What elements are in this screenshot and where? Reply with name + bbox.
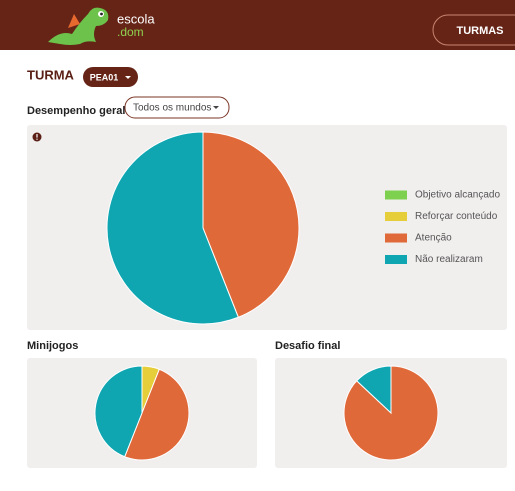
info-dot <box>36 139 37 140</box>
section-title: Minijogos <box>27 340 78 352</box>
section-title: Desempenho geral <box>27 105 125 117</box>
legend-swatch <box>385 191 407 200</box>
dragon-pupil <box>100 13 103 16</box>
app: escola .dom TURMAS TURMA PEA01 Desempenh… <box>0 0 515 491</box>
nav-button-label: TURMAS <box>456 25 503 37</box>
dropdown-value: PEA01 <box>90 72 119 82</box>
dropdown-value: Todos os mundos <box>133 103 211 114</box>
section-title: Desafio final <box>275 340 340 352</box>
turma-label: TURMA <box>27 67 75 82</box>
info-mark <box>36 134 37 138</box>
logo-suffix: .dom <box>117 25 144 39</box>
legend-swatch <box>385 212 407 221</box>
info-icon[interactable] <box>33 133 42 142</box>
turma-dropdown[interactable]: PEA01 <box>83 67 138 87</box>
legend-label: Atenção <box>415 233 452 244</box>
legend-label: Objetivo alcançado <box>415 190 500 201</box>
legend-label: Reforçar conteúdo <box>415 211 498 222</box>
legend-swatch <box>385 234 407 243</box>
legend-label: Não realizaram <box>415 254 483 265</box>
legend-swatch <box>385 255 407 264</box>
mundos-dropdown[interactable]: Todos os mundos <box>125 97 229 118</box>
